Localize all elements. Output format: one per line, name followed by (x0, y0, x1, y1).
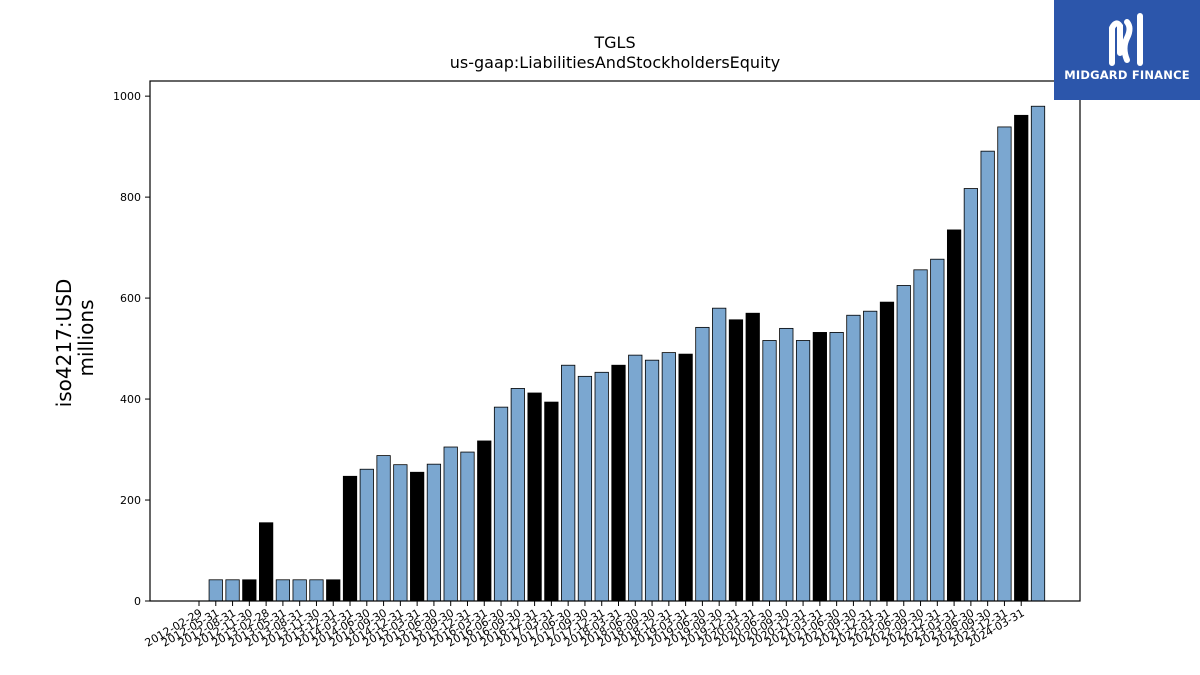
bar (695, 326, 710, 602)
bar (493, 406, 509, 602)
y-axis-unit-label: millions (74, 299, 98, 377)
brand-name: MIDGARD FINANCE (1064, 68, 1190, 82)
bar (594, 371, 609, 602)
bar (846, 314, 861, 602)
logo-mark-icon (1109, 13, 1143, 66)
y-axis-label: iso4217:USD (52, 278, 76, 408)
bar (879, 301, 895, 602)
bar (812, 332, 827, 602)
brand-logo: MIDGARD FINANCE (1054, 0, 1200, 100)
y-tick-label: 600 (120, 292, 141, 305)
bar (376, 455, 391, 602)
y-tick-label: 200 (120, 494, 141, 507)
bar (275, 579, 291, 602)
bar (644, 359, 660, 602)
bar (913, 269, 928, 602)
bar (997, 126, 1012, 602)
bar (930, 258, 945, 602)
bar (980, 150, 995, 602)
bar (577, 375, 593, 602)
bar (779, 327, 794, 602)
bar (443, 446, 458, 602)
bar (527, 392, 542, 602)
bar (242, 579, 257, 602)
bar (628, 354, 643, 602)
bar (795, 340, 811, 602)
bar (426, 463, 442, 602)
bar (745, 312, 760, 602)
bar (661, 352, 676, 602)
bar (611, 364, 626, 602)
bar (292, 579, 307, 602)
bar (963, 188, 978, 602)
y-tick-label: 800 (120, 191, 141, 204)
bar (410, 471, 425, 602)
bar (829, 332, 844, 602)
bar (728, 319, 744, 602)
bar (342, 475, 358, 602)
bar (1030, 105, 1046, 602)
bar (309, 579, 324, 602)
bar (863, 310, 878, 602)
chart-title: TGLS (594, 33, 636, 52)
bar (359, 468, 374, 602)
bar (477, 440, 492, 602)
plot-frame (149, 80, 1081, 602)
y-tick-label: 400 (120, 393, 141, 406)
bar (393, 464, 408, 602)
bar (762, 340, 777, 602)
bar (544, 401, 559, 602)
bar (561, 364, 576, 602)
bar (896, 285, 911, 602)
bar (678, 353, 693, 602)
y-tick-label: 1000 (113, 90, 141, 103)
bar (259, 522, 274, 602)
bar (946, 229, 962, 602)
bar (225, 579, 240, 602)
bar (326, 579, 341, 602)
y-tick-label: 0 (134, 595, 141, 608)
chart-subtitle: us-gaap:LiabilitiesAndStockholdersEquity (449, 53, 781, 72)
bar (460, 451, 475, 602)
bar (510, 388, 525, 602)
bar (1014, 114, 1029, 602)
bar (712, 307, 727, 602)
bar (208, 579, 223, 602)
